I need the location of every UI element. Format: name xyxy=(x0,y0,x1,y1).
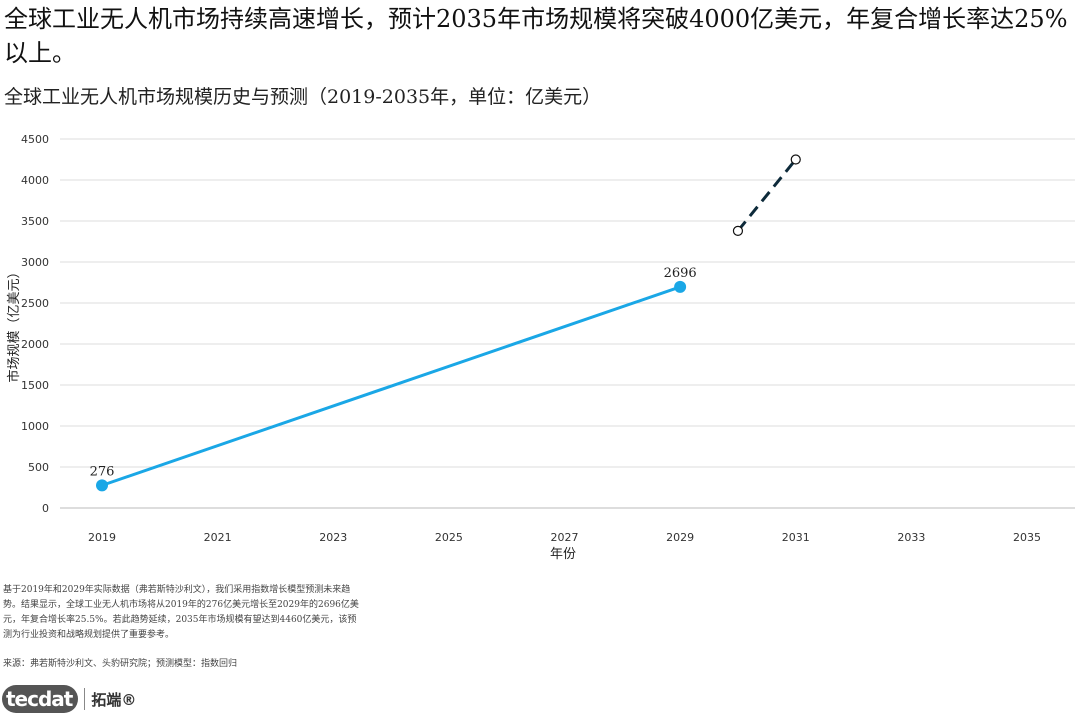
y-tick-label: 500 xyxy=(28,461,49,474)
x-axis-title: 年份 xyxy=(550,547,576,562)
x-tick-label: 2021 xyxy=(204,531,232,544)
data-point xyxy=(96,479,108,492)
x-tick-label: 2027 xyxy=(551,531,579,544)
y-axis-ticks: 0 500 1000 1500 2000 2500 3000 3500 4000 4500 xyxy=(21,133,49,515)
x-tick-label: 2029 xyxy=(666,531,694,544)
x-tick-label: 2031 xyxy=(782,531,810,544)
actual-line xyxy=(101,285,681,487)
brand-logo: tecdat 拓端® xyxy=(2,683,136,715)
data-label: 276 xyxy=(90,464,115,479)
x-tick-label: 2025 xyxy=(435,531,463,544)
y-tick-label: 0 xyxy=(42,502,49,515)
headline: 全球工业无人机市场持续高速增长，预计2035年市场规模将突破4000亿美元，年复… xyxy=(4,5,1068,67)
line-chart: 0 500 1000 1500 2000 2500 3000 3500 4000 4500 201… xyxy=(6,133,1075,562)
x-tick-label: 2033 xyxy=(897,531,925,544)
y-tick-label: 2000 xyxy=(21,338,49,351)
x-tick-label: 2023 xyxy=(319,531,347,544)
y-tick-label: 3000 xyxy=(21,256,49,269)
logo-divider xyxy=(84,688,86,710)
x-tick-label: 2035 xyxy=(1013,531,1041,544)
data-point xyxy=(674,280,687,293)
gridlines xyxy=(60,138,1075,509)
forecast-line xyxy=(736,158,797,232)
data-label: 2696 xyxy=(664,266,697,281)
y-tick-label: 3500 xyxy=(21,215,49,228)
y-tick-label: 4500 xyxy=(21,133,49,146)
methodology-note: 基于2019年和2029年实际数据（弗若斯特沙利文），我们采用指数增长模型预测未… xyxy=(3,585,359,640)
x-axis-ticks: 2019 2021 2023 2025 2027 2029 2031 2033 2035 xyxy=(88,531,1041,544)
tecdat-logo-text: 拓端® xyxy=(91,690,137,709)
y-tick-label: 1500 xyxy=(21,379,49,392)
x-tick-label: 2019 xyxy=(88,531,116,544)
series-layer: 276 2696 xyxy=(90,154,801,492)
y-tick-label: 2500 xyxy=(21,297,49,310)
y-tick-label: 4000 xyxy=(21,174,49,187)
tecdat-logo-mark: tecdat xyxy=(2,685,79,713)
y-axis-title: 市场规模（亿美元） xyxy=(6,265,22,382)
forecast-point xyxy=(790,154,801,165)
source-note: 来源：弗若斯特沙利文、头豹研究院；预测模型：指数回归 xyxy=(3,659,238,669)
chart-subtitle: 全球工业无人机市场规模历史与预测（2019-2035年，单位：亿美元） xyxy=(4,86,602,108)
y-tick-label: 1000 xyxy=(21,420,49,433)
forecast-point xyxy=(732,225,744,236)
